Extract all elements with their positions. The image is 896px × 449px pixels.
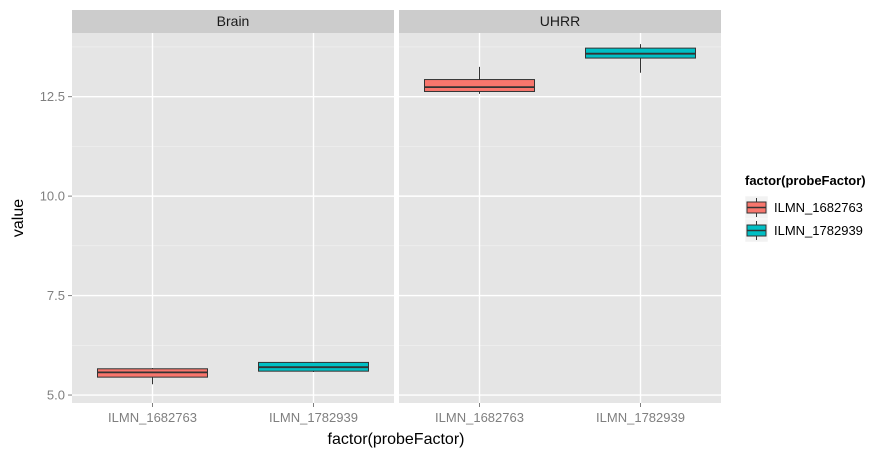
legend-title: factor(probeFactor) bbox=[745, 173, 866, 188]
x-tick-label: ILMN_1682763 bbox=[435, 410, 524, 425]
y-tick-label: 5.0 bbox=[47, 388, 65, 403]
x-axis-title: factor(probeFactor) bbox=[328, 431, 465, 448]
y-axis-title: value bbox=[10, 199, 27, 237]
box-brain-ilmn_1682763 bbox=[97, 367, 208, 385]
x-tick-label: ILMN_1782939 bbox=[269, 410, 358, 425]
y-tick-label: 12.5 bbox=[40, 89, 65, 104]
strip-uhrr bbox=[399, 10, 721, 33]
legend-entry: ILMN_1782939 bbox=[744, 218, 863, 243]
legend-label: ILMN_1682763 bbox=[774, 200, 863, 215]
x-tick-label: ILMN_1682763 bbox=[108, 410, 197, 425]
box-uhrr-ilmn_1682763 bbox=[424, 66, 535, 94]
legend: ILMN_1682763 ILMN_1782939 bbox=[744, 195, 863, 243]
strip-label-brain: Brain bbox=[217, 13, 250, 29]
strip-label-uhrr: UHRR bbox=[540, 13, 580, 29]
boxes bbox=[97, 44, 696, 385]
strip-brain bbox=[72, 10, 394, 33]
panel-uhrr-background bbox=[399, 33, 721, 403]
legend-entry: ILMN_1682763 bbox=[744, 195, 863, 220]
y-tick-label: 10.0 bbox=[40, 189, 65, 204]
x-tick-label: ILMN_1782939 bbox=[596, 410, 685, 425]
box-brain-ilmn_1782939 bbox=[258, 361, 369, 372]
box-uhrr-ilmn_1782939 bbox=[585, 44, 696, 73]
y-axis: 5.0 7.5 10.0 12.5 bbox=[40, 89, 72, 403]
box-body bbox=[424, 79, 535, 92]
legend-label: ILMN_1782939 bbox=[774, 223, 863, 238]
gridlines bbox=[72, 33, 721, 403]
panel-brain-background bbox=[72, 33, 394, 403]
y-tick-label: 7.5 bbox=[47, 288, 65, 303]
x-axis: ILMN_1682763 ILMN_1782939 ILMN_1682763 ILMN… bbox=[108, 403, 685, 425]
